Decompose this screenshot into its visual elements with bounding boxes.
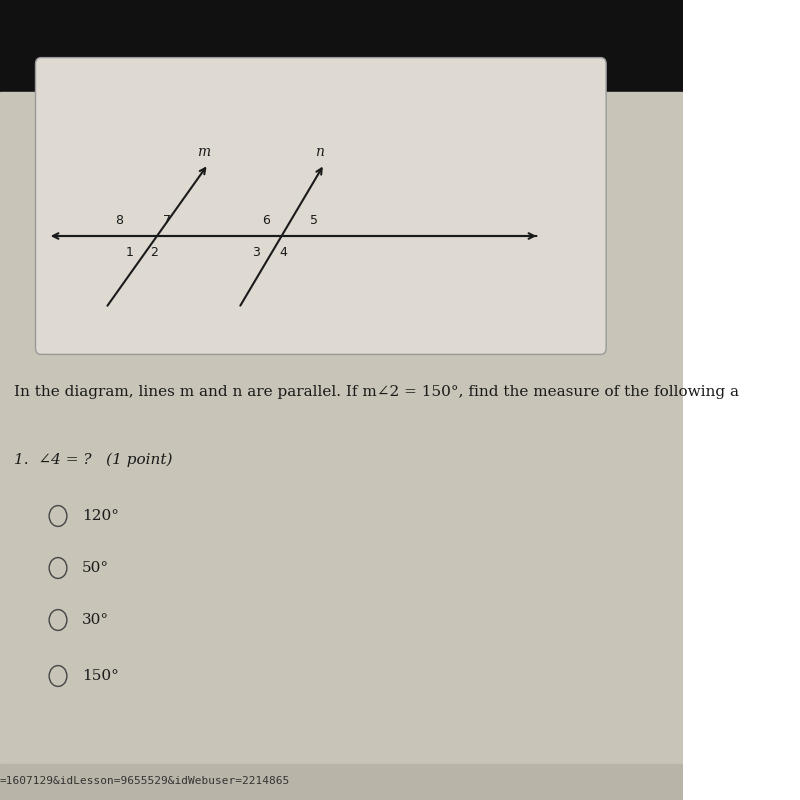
Text: 3: 3 bbox=[252, 246, 260, 258]
Bar bbox=[0, 764, 682, 800]
Text: 120°: 120° bbox=[82, 509, 119, 523]
Text: 1: 1 bbox=[126, 246, 134, 258]
Text: 4: 4 bbox=[279, 246, 287, 258]
Text: In the diagram, lines m and n are parallel. If m∠2 = 150°, find the measure of t: In the diagram, lines m and n are parall… bbox=[14, 385, 738, 399]
Text: n: n bbox=[315, 145, 324, 159]
Text: 150°: 150° bbox=[82, 669, 118, 683]
Text: 30°: 30° bbox=[82, 613, 109, 627]
Text: 50°: 50° bbox=[82, 561, 109, 575]
Text: 2: 2 bbox=[150, 246, 158, 258]
Text: =1607129&idLesson=9655529&idWebuser=2214865: =1607129&idLesson=9655529&idWebuser=2214… bbox=[0, 776, 290, 786]
Bar bbox=[0, 92, 682, 800]
Bar bbox=[0, 0, 682, 92]
Text: 1.  ∠4 = ?   (1 point): 1. ∠4 = ? (1 point) bbox=[14, 453, 172, 467]
Text: 5: 5 bbox=[310, 214, 318, 226]
FancyBboxPatch shape bbox=[35, 58, 606, 354]
Text: m: m bbox=[197, 145, 210, 159]
Text: 7: 7 bbox=[163, 214, 171, 226]
Text: 6: 6 bbox=[262, 214, 270, 226]
Text: 8: 8 bbox=[115, 214, 123, 226]
